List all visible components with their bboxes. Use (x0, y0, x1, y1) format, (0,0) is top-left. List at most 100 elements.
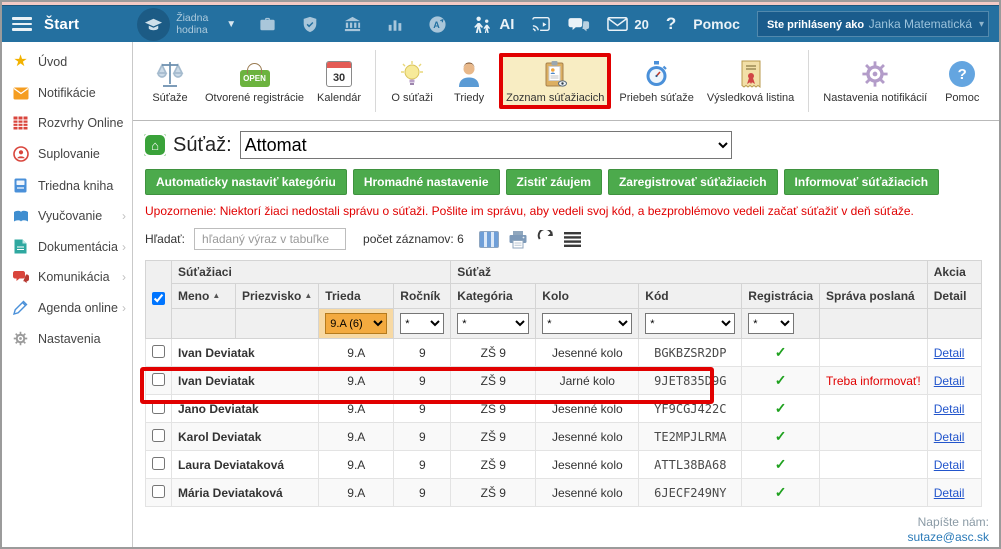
substitute-person-icon (12, 146, 29, 162)
sidebar-item-label: Nastavenia (38, 332, 101, 346)
chat-bubbles-icon (12, 270, 29, 284)
ribbon-item-sutaze[interactable]: Súťaže (143, 54, 197, 108)
ribbon-item-zoznam-sutaziacich[interactable]: Zoznam súťažiacich (499, 53, 611, 110)
filter-cell-trieda: 9.A (6) (319, 309, 394, 339)
shield-icon[interactable] (301, 15, 319, 34)
cell-trieda: 9.A (319, 479, 394, 507)
bulk-settings-button[interactable]: Hromadné nastavenie (353, 169, 500, 195)
sidebar-item-triedna-kniha[interactable]: Triedna kniha (2, 170, 132, 201)
question-icon[interactable]: ? (666, 14, 676, 34)
detail-link[interactable]: Detail (934, 430, 965, 444)
school-icon[interactable] (343, 15, 362, 34)
sidebar-item-rozvrhy-online[interactable]: Rozvrhy Online (2, 108, 132, 138)
column-header-kategoria[interactable]: Kategória (451, 284, 536, 309)
bar-chart-icon[interactable] (386, 15, 404, 33)
ai-button[interactable]: AI (499, 16, 514, 33)
auto-category-button[interactable]: Automaticky nastaviť kategóriu (145, 169, 347, 195)
sidebar-item-vyucovanie[interactable]: Vyučovanie › (2, 201, 132, 231)
logged-in-as-label: Ste prihlásený ako (767, 19, 864, 31)
rocnik-filter-select[interactable]: * (400, 313, 444, 334)
cell-registracia: ✓ (742, 339, 820, 367)
table-body: Ivan Deviatak 9.A 9 ZŠ 9 Jesenné kolo BG… (146, 339, 982, 507)
start-button[interactable]: Štart (44, 16, 79, 33)
check-interest-button[interactable]: Zistiť záujem (506, 169, 602, 195)
ribbon-item-vysledkova-listina[interactable]: Výsledková listina (702, 54, 799, 108)
select-all-checkbox[interactable] (152, 292, 165, 305)
cell-sprava-poslana: Treba informovať! (820, 367, 928, 395)
trieda-filter-select[interactable]: 9.A (6) (325, 313, 387, 334)
search-input[interactable] (194, 228, 346, 250)
column-header-kod[interactable]: Kód (639, 284, 742, 309)
column-header-sprava-poslana[interactable]: Správa poslaná (820, 284, 928, 309)
filter-cell-empty (820, 309, 928, 339)
inform-participants-button[interactable]: Informovať súťažiacich (784, 169, 940, 195)
detail-link[interactable]: Detail (934, 486, 965, 500)
grades-icon[interactable]: A (428, 15, 447, 34)
current-lesson-selector[interactable]: Žiadna hodina ▼ (137, 8, 236, 41)
kolo-filter-select[interactable]: * (542, 313, 632, 334)
mail-button[interactable]: 20 (607, 16, 648, 32)
user-menu[interactable]: Ste prihlásený ako Janka Matematická ▾ (757, 11, 989, 37)
sidebar-item-komunikacia[interactable]: Komunikácia › (2, 262, 132, 292)
detail-link[interactable]: Detail (934, 402, 965, 416)
register-participants-button[interactable]: Zaregistrovať súťažiacich (608, 169, 778, 195)
sidebar-item-notifikacie[interactable]: Notifikácie (2, 78, 132, 108)
ribbon-item-pomoc[interactable]: ? Pomoc (935, 54, 989, 108)
ribbon-toolbar: Súťaže OPEN Otvorené registrácie 30 Kale… (133, 42, 999, 121)
cell-registracia: ✓ (742, 479, 820, 507)
registracia-filter-select[interactable]: * (748, 313, 794, 334)
sidebar-item-nastavenia[interactable]: Nastavenia (2, 323, 132, 354)
chevron-down-icon: ▼ (226, 19, 236, 30)
ribbon-item-kalendar[interactable]: 30 Kalendár (312, 54, 366, 108)
cell-trieda: 9.A (319, 395, 394, 423)
row-checkbox[interactable] (152, 429, 165, 442)
calendar-icon: 30 (326, 59, 352, 89)
ribbon-item-label: Triedy (454, 92, 484, 105)
sidebar-item-suplovanie[interactable]: Suplovanie (2, 138, 132, 170)
kategoria-filter-select[interactable]: * (457, 313, 529, 334)
print-icon[interactable] (508, 230, 528, 249)
ribbon-item-nastavenia-notifikacii[interactable]: Nastavenia notifikácií (818, 54, 932, 108)
chat-icon[interactable] (568, 15, 590, 34)
ribbon-item-priebeh-sutaze[interactable]: Priebeh súťaže (614, 54, 698, 108)
contact-email-link[interactable]: sutaze@asc.sk (907, 530, 989, 545)
cell-kod: TE2MPJLRMA (639, 423, 742, 451)
cell-kategoria: ZŠ 9 (451, 339, 536, 367)
ribbon-item-otvorene-registracie[interactable]: OPEN Otvorené registrácie (200, 54, 309, 108)
cell-name: Ivan Deviatak (172, 339, 319, 367)
row-checkbox[interactable] (152, 345, 165, 358)
column-header-trieda[interactable]: Trieda (319, 284, 394, 309)
row-checkbox[interactable] (152, 457, 165, 470)
hamburger-icon[interactable] (12, 17, 32, 31)
detail-link[interactable]: Detail (934, 458, 965, 472)
sidebar-item-agenda-online[interactable]: Agenda online › (2, 292, 132, 323)
detail-link[interactable]: Detail (934, 346, 965, 360)
cell-rocnik: 9 (394, 395, 451, 423)
briefcase-icon[interactable] (258, 15, 277, 34)
column-header-kolo[interactable]: Kolo (536, 284, 639, 309)
kod-filter-select[interactable]: * (645, 313, 735, 334)
cast-icon[interactable] (531, 15, 551, 33)
column-header-registracia[interactable]: Registrácia (742, 284, 820, 309)
sidebar-item-dokumentacia[interactable]: Dokumentácia › (2, 231, 132, 262)
column-header-meno[interactable]: Meno▲ (172, 284, 236, 309)
cell-rocnik: 9 (394, 423, 451, 451)
detail-link[interactable]: Detail (934, 374, 965, 388)
table-row: Ivan Deviatak 9.A 9 ZŠ 9 Jesenné kolo BG… (146, 339, 982, 367)
help-button[interactable]: Pomoc (693, 16, 740, 32)
row-checkbox[interactable] (152, 401, 165, 414)
column-header-rocnik[interactable]: Ročník (394, 284, 451, 309)
ribbon-item-o-sutazi[interactable]: O súťaži (385, 54, 439, 108)
column-header-priezvisko[interactable]: Priezvisko▲ (236, 284, 319, 309)
column-visibility-icon[interactable] (479, 231, 499, 248)
students-icon[interactable] (471, 15, 492, 34)
app-window: Štart Žiadna hodina ▼ A AI 20 ? P (0, 0, 1001, 549)
lesson-status: Žiadna hodina (176, 12, 220, 36)
row-checkbox[interactable] (152, 485, 165, 498)
refresh-icon[interactable] (537, 230, 555, 248)
contest-select[interactable]: Attomat (240, 131, 732, 159)
list-icon[interactable] (564, 232, 581, 247)
sidebar-item-uvod[interactable]: ★ Úvod (2, 46, 132, 78)
ribbon-item-triedy[interactable]: Triedy (442, 54, 496, 108)
row-checkbox[interactable] (152, 373, 165, 386)
